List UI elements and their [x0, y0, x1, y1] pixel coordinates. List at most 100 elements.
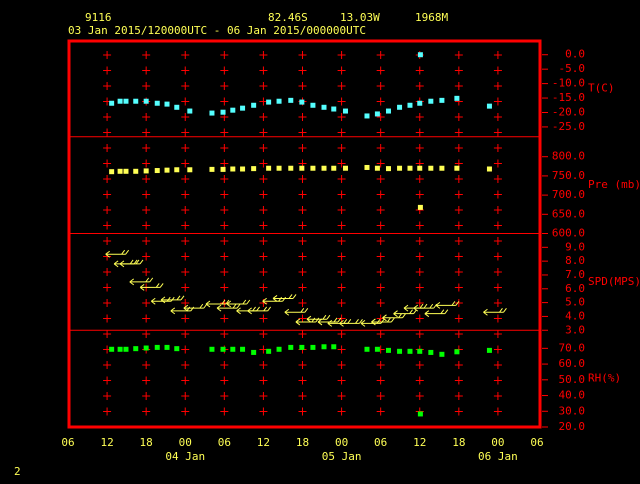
date-label: 06 Jan [478, 450, 518, 463]
x-tick-label: 12 [257, 436, 270, 449]
point [454, 95, 460, 101]
point [109, 100, 115, 106]
point [174, 104, 180, 110]
longitude: 13.03W [340, 11, 380, 24]
point [331, 106, 337, 112]
point [220, 166, 226, 172]
point [109, 346, 115, 352]
point [276, 346, 282, 352]
grid-cross [181, 51, 190, 416]
elevation: 1968M [415, 11, 448, 24]
point [266, 99, 272, 105]
y-tick-label: 30.0 [559, 404, 586, 417]
point [397, 104, 403, 110]
point [220, 346, 226, 352]
latitude: 82.46S [268, 11, 308, 24]
point [164, 344, 170, 350]
point [374, 165, 380, 171]
x-tick-label: 06 [61, 436, 74, 449]
point [454, 165, 460, 171]
point [428, 349, 434, 355]
wind-barb [339, 319, 363, 327]
point [364, 113, 370, 119]
wind-barb [150, 296, 175, 305]
y-tick-label: 7.0 [565, 268, 585, 281]
grid-cross [454, 51, 463, 416]
point [230, 346, 236, 352]
point [342, 165, 348, 171]
wind-barb [483, 307, 507, 316]
point [117, 168, 123, 174]
point [240, 346, 246, 352]
point [331, 165, 337, 171]
x-tick-label: 18 [140, 436, 153, 449]
point [288, 165, 294, 171]
point [374, 111, 380, 117]
wind-barb [105, 249, 130, 258]
point [407, 348, 413, 354]
wind-barb [119, 259, 144, 268]
wind-barb [317, 317, 342, 326]
grid-cross [376, 51, 385, 416]
panel-label: RH(%) [588, 372, 621, 385]
point [407, 102, 413, 108]
grid-cross [142, 51, 151, 416]
point [417, 52, 423, 58]
wind-barb [272, 294, 297, 302]
point [276, 98, 282, 104]
x-tick-label: 00 [335, 436, 348, 449]
page-number: 2 [14, 465, 21, 478]
point [230, 107, 236, 113]
wind-barb [129, 277, 154, 286]
point [385, 166, 391, 172]
y-tick-label: 0.0 [565, 48, 585, 61]
wind-barb [413, 303, 438, 312]
wind-barb [284, 307, 309, 316]
point [187, 167, 193, 173]
y-tick-label: 9.0 [565, 240, 585, 253]
point [397, 165, 403, 171]
wind-barb [327, 319, 352, 327]
y-tick-label: 700.0 [552, 188, 585, 201]
station: 9116 [85, 11, 112, 24]
point [143, 345, 149, 351]
point [299, 344, 305, 350]
point [123, 168, 129, 174]
point [439, 165, 445, 171]
y-tick-label: 800.0 [552, 150, 585, 163]
point [220, 109, 226, 115]
y-tick-label: 6.0 [565, 282, 585, 295]
y-tick-label: 5.0 [565, 296, 585, 309]
grid-cross [259, 51, 268, 416]
wind-barb [160, 295, 185, 304]
point [439, 97, 445, 103]
point [209, 346, 215, 352]
y-tick-label: 40.0 [559, 389, 586, 402]
point [288, 344, 294, 350]
x-tick-label: 00 [491, 436, 504, 449]
point [331, 344, 337, 350]
wind-barb [382, 313, 406, 322]
x-tick-label: 12 [100, 436, 113, 449]
point [209, 110, 215, 116]
wind-barb [262, 296, 287, 305]
point [385, 108, 391, 114]
point [310, 102, 316, 108]
point [439, 351, 445, 357]
point [266, 348, 272, 354]
y-tick-label: 70.0 [559, 341, 586, 354]
wind-barb [371, 317, 395, 326]
wind-barb [170, 306, 195, 315]
point [310, 344, 316, 350]
point [428, 165, 434, 171]
point [454, 349, 460, 355]
x-tick-label: 06 [530, 436, 543, 449]
wind-barb [236, 306, 260, 315]
grid-cross [298, 51, 307, 416]
point [486, 347, 492, 353]
wind-barb [393, 309, 417, 318]
point [164, 167, 170, 173]
point [417, 100, 423, 106]
point [109, 169, 115, 175]
